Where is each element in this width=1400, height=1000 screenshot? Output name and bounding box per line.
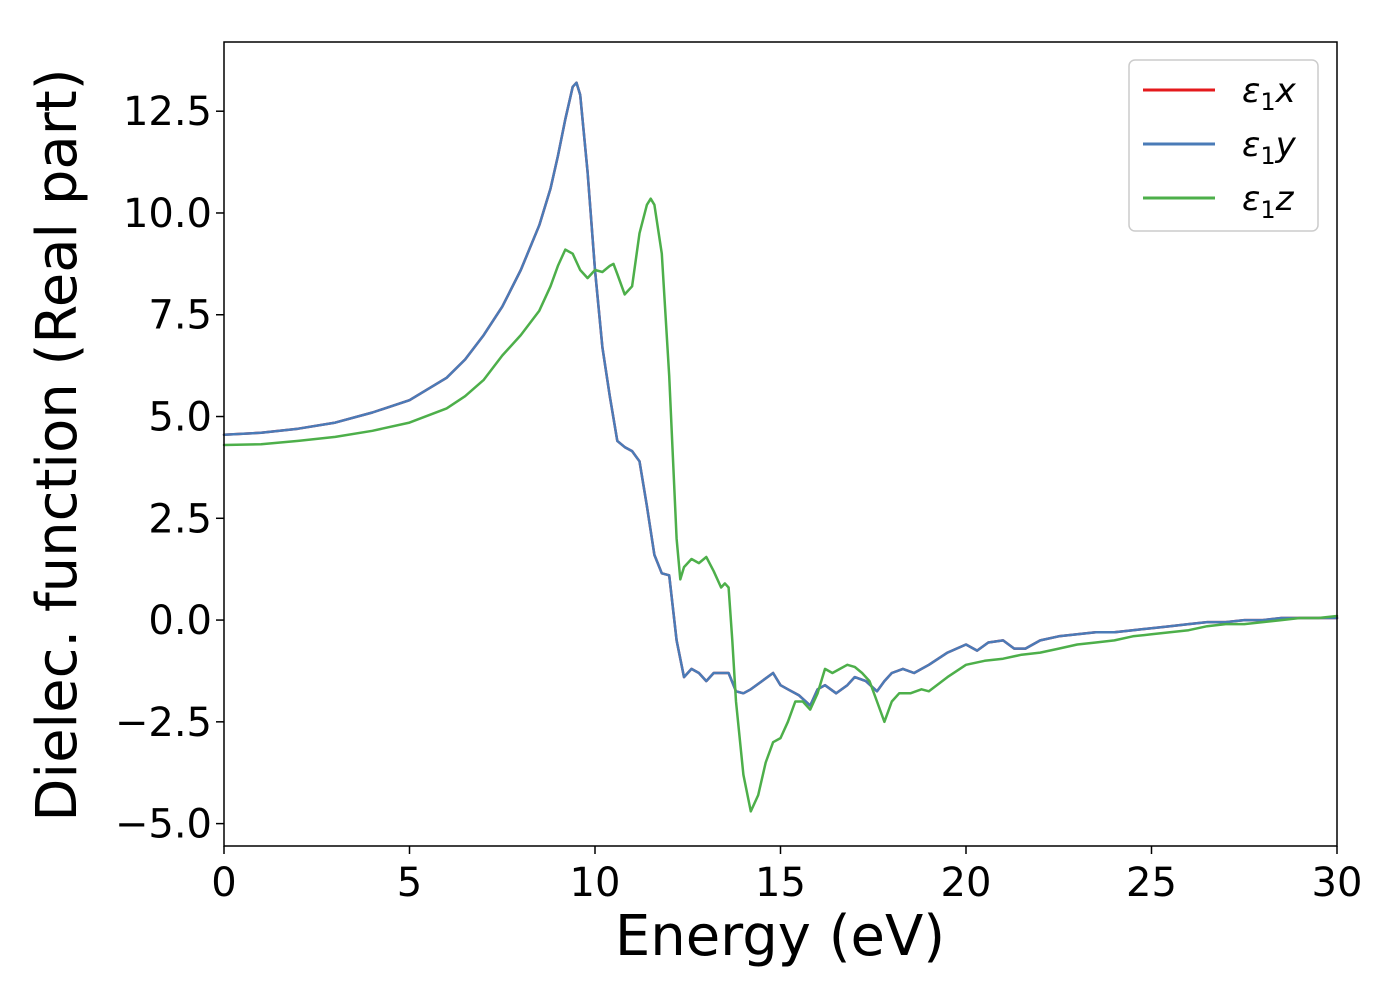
y-tick-label: 0.0 bbox=[148, 598, 212, 644]
legend-label-y: ε1y bbox=[1242, 125, 1297, 170]
y-tick-label: 12.5 bbox=[123, 89, 212, 135]
x-axis-title: Energy (eV) bbox=[615, 904, 945, 969]
axes-frame bbox=[223, 41, 1338, 847]
x-tick-label: 0 bbox=[211, 860, 236, 906]
x-tick-label: 30 bbox=[1312, 860, 1363, 906]
x-axis-ticks: 0 5 10 15 20 25 30 bbox=[211, 846, 1362, 906]
y-tick-label: 5.0 bbox=[148, 395, 212, 441]
x-tick-label: 25 bbox=[1126, 860, 1177, 906]
y-tick-label: 7.5 bbox=[148, 293, 212, 339]
y-axis-title: Dielec. function (Real part) bbox=[25, 68, 90, 821]
y-tick-label: −5.0 bbox=[115, 802, 212, 848]
series-line-y bbox=[222, 81, 1339, 707]
series-line-z bbox=[222, 197, 1339, 813]
x-tick-label: 20 bbox=[941, 860, 992, 906]
x-tick-label: 10 bbox=[570, 860, 621, 906]
y-tick-label: −2.5 bbox=[115, 700, 212, 746]
legend: ε1x ε1y ε1z bbox=[1128, 59, 1319, 232]
x-tick-label: 5 bbox=[397, 860, 422, 906]
plot-area bbox=[222, 81, 1339, 813]
legend-label-x: ε1x bbox=[1242, 71, 1297, 116]
y-axis-ticks: −5.0 −2.5 0.0 2.5 5.0 7.5 10.0 12.5 bbox=[115, 89, 224, 848]
x-tick-label: 15 bbox=[755, 860, 806, 906]
y-tick-label: 10.0 bbox=[123, 191, 212, 237]
y-tick-label: 2.5 bbox=[148, 496, 212, 542]
legend-box bbox=[1128, 59, 1319, 232]
legend-label-z: ε1z bbox=[1242, 179, 1295, 224]
